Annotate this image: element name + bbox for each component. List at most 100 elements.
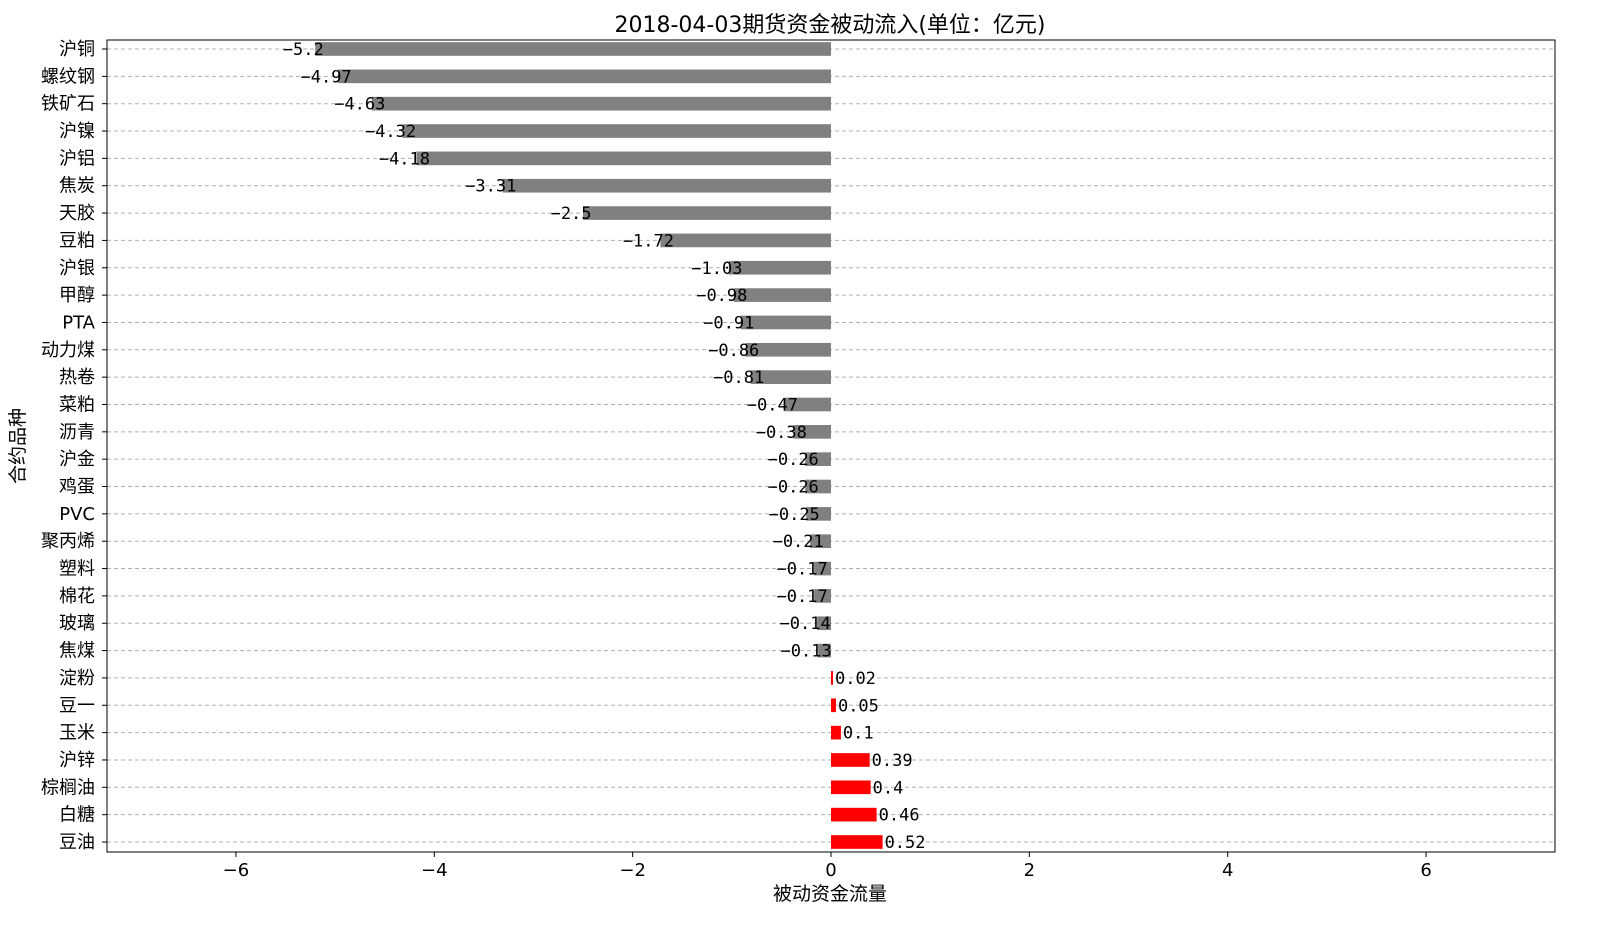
y-tick-label: 动力煤 — [41, 340, 95, 361]
data-label: 0.02 — [835, 669, 876, 689]
bar — [831, 807, 877, 822]
data-label: 0.46 — [879, 806, 920, 826]
bar — [315, 42, 831, 56]
y-tick-label: 豆一 — [59, 695, 95, 716]
y-tick-label: 甲醇 — [59, 285, 95, 306]
x-tick-label: 2 — [1024, 860, 1035, 881]
y-tick-label: 焦炭 — [59, 176, 95, 197]
y-tick-label: 沪锌 — [59, 750, 95, 771]
y-tick-label: 棉花 — [59, 586, 95, 607]
y-tick-label: 热卷 — [59, 367, 95, 388]
bar — [416, 151, 831, 166]
y-tick-label: 焦煤 — [59, 641, 95, 662]
x-tick-label: 0 — [825, 860, 836, 881]
data-label: −4.32 — [365, 122, 416, 142]
bar — [831, 698, 836, 713]
data-label: −4.18 — [379, 149, 430, 169]
data-label: −3.31 — [465, 177, 516, 197]
bar — [371, 96, 831, 111]
bar — [784, 397, 831, 412]
bar — [831, 725, 841, 740]
data-label: −0.47 — [747, 395, 798, 415]
data-label: −4.63 — [334, 95, 385, 115]
y-tick-label: 棕榈油 — [41, 777, 95, 798]
y-axis-label: 合约品种 — [7, 408, 29, 484]
y-tick-label: 聚丙烯 — [41, 531, 95, 552]
data-label: −5.2 — [283, 40, 324, 60]
bar — [740, 315, 831, 330]
data-label: −0.86 — [708, 341, 759, 361]
data-label: −0.81 — [713, 368, 764, 388]
x-axis: −6 −4 −2 0 2 4 6 — [223, 852, 1432, 881]
y-tick-label: 白糖 — [59, 805, 95, 826]
bar — [502, 178, 831, 193]
bar — [810, 534, 831, 549]
bar — [750, 370, 831, 384]
bar — [806, 507, 831, 521]
data-label: 0.52 — [885, 833, 926, 853]
bar — [805, 452, 831, 467]
y-tick-label: 沥青 — [59, 422, 95, 443]
bar — [402, 124, 831, 138]
bar — [728, 260, 831, 275]
y-tick-label: 沪金 — [59, 449, 95, 470]
data-label: −0.25 — [769, 505, 820, 525]
data-label: −0.38 — [756, 423, 807, 443]
data-label: −0.21 — [773, 532, 824, 552]
y-tick-label: 淀粉 — [59, 668, 95, 689]
x-tick-label: −4 — [421, 860, 448, 881]
x-tick-label: −2 — [619, 860, 646, 881]
y-tick-label: 玻璃 — [59, 613, 95, 634]
data-label: 0.4 — [873, 778, 904, 798]
bar-layer — [315, 42, 883, 849]
y-tick-label: 塑料 — [59, 559, 95, 580]
data-label: −0.91 — [703, 313, 754, 333]
y-tick-label: 沪镍 — [59, 121, 95, 142]
data-label: 0.39 — [872, 751, 913, 771]
y-tick-label: PVC — [59, 504, 95, 525]
data-label: −0.98 — [696, 286, 747, 306]
data-label: 0.1 — [843, 724, 874, 744]
bar — [831, 835, 883, 849]
data-label: −0.26 — [768, 478, 819, 498]
bar — [831, 671, 833, 685]
bar — [805, 479, 831, 494]
bar — [745, 342, 831, 357]
y-tick-label: 沪铝 — [59, 148, 95, 169]
x-tick-label: 4 — [1222, 860, 1233, 881]
x-tick-label: −6 — [223, 860, 250, 881]
data-label: −4.97 — [300, 67, 351, 87]
data-label: −0.14 — [780, 614, 831, 634]
bar — [733, 288, 831, 302]
bar — [793, 424, 831, 439]
bar — [814, 561, 831, 576]
bar — [817, 616, 831, 631]
data-label: −0.26 — [768, 450, 819, 470]
grid-layer — [107, 48, 1555, 843]
bar — [583, 206, 831, 220]
chart-title: 2018-04-03期货资金被动流入(单位：亿元) — [614, 13, 1045, 38]
y-tick-label: 铁矿石 — [41, 94, 95, 115]
y-tick-label: 鸡蛋 — [59, 477, 95, 498]
bar — [831, 780, 871, 795]
bar — [818, 643, 831, 658]
y-tick-label: PTA — [62, 312, 95, 333]
x-tick-label: 6 — [1420, 860, 1431, 881]
y-tick-label: 豆粕 — [59, 230, 95, 251]
y-tick-label: 豆油 — [59, 832, 95, 853]
bar — [338, 69, 831, 84]
y-tick-label: 沪铜 — [59, 39, 95, 60]
y-tick-label: 菜粕 — [59, 394, 95, 415]
data-label: −0.17 — [777, 560, 828, 580]
data-label: 0.05 — [838, 696, 879, 716]
data-label: −0.17 — [777, 587, 828, 607]
data-label: −1.03 — [691, 259, 742, 279]
y-tick-label: 沪银 — [59, 258, 95, 279]
data-label: −2.5 — [551, 204, 592, 224]
bar — [660, 233, 831, 248]
y-tick-label: 天胶 — [59, 203, 95, 224]
data-label: −1.72 — [623, 231, 674, 251]
data-label: −0.13 — [781, 642, 832, 662]
y-tick-label: 螺纹钢 — [41, 66, 95, 87]
